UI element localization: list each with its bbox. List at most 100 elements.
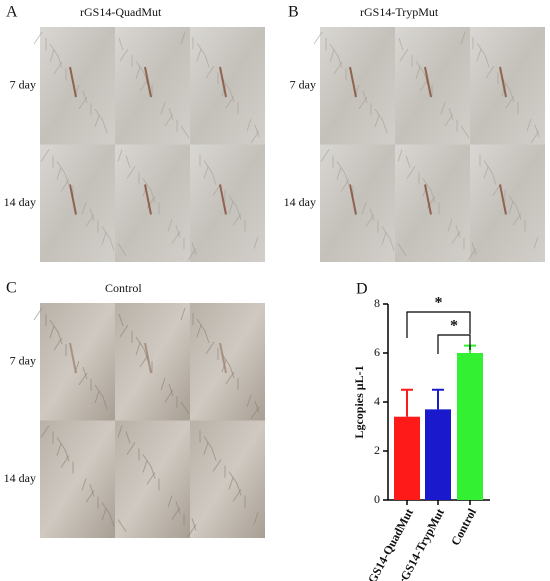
row-label: 7 day — [290, 78, 316, 92]
fur-stroke — [146, 472, 156, 485]
fur-stroke — [448, 107, 454, 121]
fur-stroke — [365, 214, 375, 227]
fur-stroke — [447, 219, 453, 232]
panel-title: rGS14-TrypMut — [360, 5, 439, 19]
fur-stroke — [109, 514, 115, 527]
fur-stroke — [362, 90, 368, 104]
fur-stroke — [164, 113, 174, 127]
fur-stroke — [344, 173, 350, 186]
photo-tile — [40, 420, 115, 538]
fur-stroke — [168, 383, 174, 397]
fur-stroke — [211, 172, 217, 185]
photo-tile — [40, 303, 115, 421]
fur-stroke — [117, 519, 127, 532]
fur-stroke — [33, 307, 43, 321]
fur-stroke — [211, 448, 217, 461]
fur-stroke — [397, 243, 407, 256]
fur-stroke — [485, 65, 495, 79]
y-tick-label: 4 — [374, 394, 380, 408]
significance-label: * — [450, 318, 458, 335]
fur-stroke — [460, 125, 470, 139]
fur-stroke — [246, 118, 252, 132]
lesion — [69, 184, 77, 215]
bar — [425, 409, 451, 500]
fur-stroke — [196, 48, 202, 62]
fur-stroke — [254, 124, 260, 138]
lesion — [349, 184, 357, 215]
photo-tile — [320, 27, 395, 145]
row-label: 14 day — [4, 195, 36, 209]
fur-stroke — [389, 238, 395, 251]
fur-stroke — [406, 166, 416, 179]
fur-stroke — [94, 390, 100, 404]
fur-stroke — [40, 149, 50, 162]
row-label: 7 day — [10, 78, 36, 92]
photo-tile — [320, 144, 395, 262]
significance-bracket — [406, 311, 471, 338]
fur-stroke — [399, 48, 409, 62]
error-bar — [432, 388, 444, 410]
fur-stroke — [415, 66, 421, 80]
fur-stroke — [167, 495, 173, 508]
y-tick-label: 8 — [374, 296, 380, 310]
bar — [457, 353, 483, 500]
fur-stroke — [56, 167, 62, 180]
fur-stroke — [533, 236, 539, 249]
fur-stroke — [228, 201, 234, 214]
panel-letter: C — [6, 280, 17, 297]
fur-stroke — [250, 406, 260, 420]
fur-stroke — [196, 324, 202, 338]
fur-stroke — [81, 202, 87, 215]
fur-stroke — [175, 225, 181, 238]
fur-stroke — [254, 400, 260, 414]
fur-stroke — [82, 366, 88, 380]
fur-stroke — [253, 236, 259, 249]
fur-stroke — [53, 337, 63, 351]
significance-bracket — [437, 334, 471, 354]
fur-stroke — [135, 342, 141, 356]
panel-title: rGS14-QuadMut — [80, 5, 162, 19]
fur-stroke — [430, 190, 436, 203]
fur-stroke — [313, 31, 323, 45]
y-tick-label: 6 — [374, 345, 380, 359]
fur-stroke — [40, 425, 50, 438]
bar — [394, 416, 420, 500]
y-axis-label: Lgcopies μL-1 — [352, 365, 366, 438]
fur-stroke — [160, 377, 166, 391]
fur-stroke — [340, 179, 350, 192]
fur-stroke — [329, 49, 335, 63]
fur-stroke — [171, 507, 181, 520]
fur-stroke — [117, 149, 123, 162]
fur-stroke — [180, 401, 190, 415]
fur-stroke — [82, 90, 88, 104]
fur-stroke — [205, 65, 215, 79]
fur-stroke — [530, 130, 540, 144]
fur-stroke — [49, 49, 55, 63]
lesion — [69, 342, 77, 374]
fur-stroke — [171, 231, 181, 244]
fur-stroke — [397, 149, 403, 162]
fur-stroke — [484, 54, 490, 68]
fur-stroke — [78, 96, 88, 110]
fur-stroke — [102, 396, 108, 410]
fur-stroke — [164, 389, 174, 403]
photo-tile — [115, 420, 190, 538]
fur-stroke — [460, 31, 466, 45]
fur-stroke — [117, 243, 127, 256]
fur-stroke — [250, 130, 260, 144]
photo-tile — [40, 27, 115, 145]
fur-stroke — [180, 307, 186, 321]
fur-stroke — [505, 95, 515, 109]
fur-stroke — [232, 489, 242, 502]
lesion — [144, 342, 152, 374]
fur-stroke — [320, 149, 330, 162]
fur-stroke — [102, 120, 108, 134]
fur-stroke — [204, 330, 210, 344]
panel-letter: A — [6, 4, 18, 21]
fur-stroke — [369, 208, 375, 221]
fur-stroke — [336, 167, 342, 180]
fur-stroke — [60, 455, 70, 468]
fur-stroke — [85, 214, 95, 227]
fur-stroke — [57, 331, 63, 345]
fur-stroke — [426, 196, 436, 209]
